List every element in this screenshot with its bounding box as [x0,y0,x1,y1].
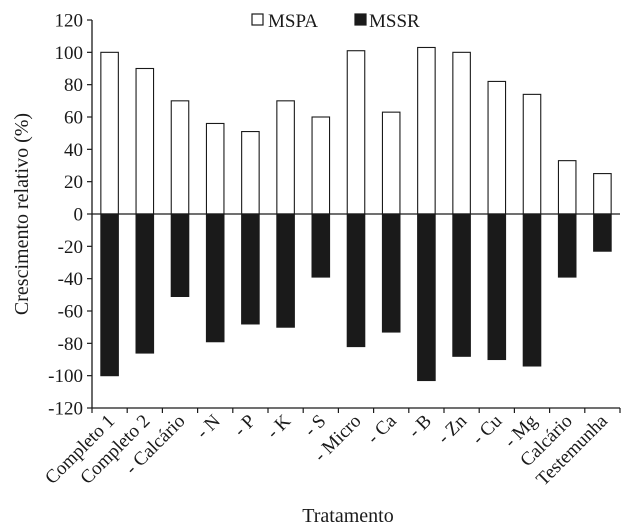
y-tick-label: -40 [58,269,83,290]
bar-mssr-7 [346,213,366,348]
bar-mssr-9 [417,213,436,382]
y-tick-label: -120 [48,399,83,420]
x-tick-label: - Ca [363,410,401,448]
y-tick-label: 40 [64,140,83,161]
bar-mspa-11 [487,80,507,215]
bar-mssr-2 [170,213,190,297]
bar-mspa-4 [241,131,260,215]
bar-mssr-8 [381,213,401,333]
bar-mspa-3 [205,122,225,215]
bar-mssr-13 [557,213,577,278]
legend: MSPA MSSR [251,11,420,32]
bar-mssr-12 [522,213,542,367]
bar-mspa-12 [522,93,542,215]
y-tick-label: 60 [64,108,83,129]
x-tick-label: - P [230,411,260,441]
bar-mssr-5 [276,213,295,328]
y-tick-label: 80 [64,75,83,96]
bar-mssr-11 [487,213,507,361]
y-tick-label: -60 [58,302,83,323]
y-tick-label: 20 [64,172,83,193]
y-axis-title: Crescimento relativo (%) [11,113,33,315]
bar-mssr-14 [593,213,612,252]
bar-mspa-8 [381,111,401,215]
y-tick-label: 100 [55,43,84,64]
y-axis: 120 100 80 60 40 20 0 -20 -40 -60 -80 -100 -120 [48,11,93,420]
bar-mssr-4 [241,213,260,325]
x-tick-label: - K [263,410,296,443]
x-tick-label: - B [404,411,436,443]
bar-mspa-13 [557,160,577,215]
y-tick-label: -100 [48,366,83,387]
bar-mspa-6 [311,116,331,215]
bar-mspa-0 [100,51,119,215]
legend-label-mspa: MSPA [268,11,318,32]
bar-mssr-1 [135,213,155,354]
y-tick-label: 0 [74,205,84,226]
bar-mssr-10 [452,213,471,357]
bar-mssr-3 [205,213,225,343]
x-tick-label: - N [192,410,225,443]
bar-mspa-9 [417,46,436,215]
bar-mspa-2 [170,100,190,215]
legend-swatch-mssr [354,13,367,26]
y-tick-label: 120 [55,11,84,32]
bar-mspa-5 [276,100,295,215]
y-tick-label: -80 [58,334,83,355]
bar-mssr-0 [100,213,119,377]
bar-mspa-1 [135,67,155,215]
x-tick-label: - Cu [468,410,507,449]
x-tick-label: - Zn [434,410,472,448]
legend-label-mssr: MSSR [369,11,420,32]
y-tick-label: -20 [58,237,83,258]
bar-mssr-6 [311,213,331,278]
bar-mspa-10 [452,51,471,215]
bar-mspa-7 [346,50,366,215]
bar-mspa-14 [593,173,612,215]
x-axis-title: Tratamento [302,505,393,527]
legend-swatch-mspa [251,13,264,26]
